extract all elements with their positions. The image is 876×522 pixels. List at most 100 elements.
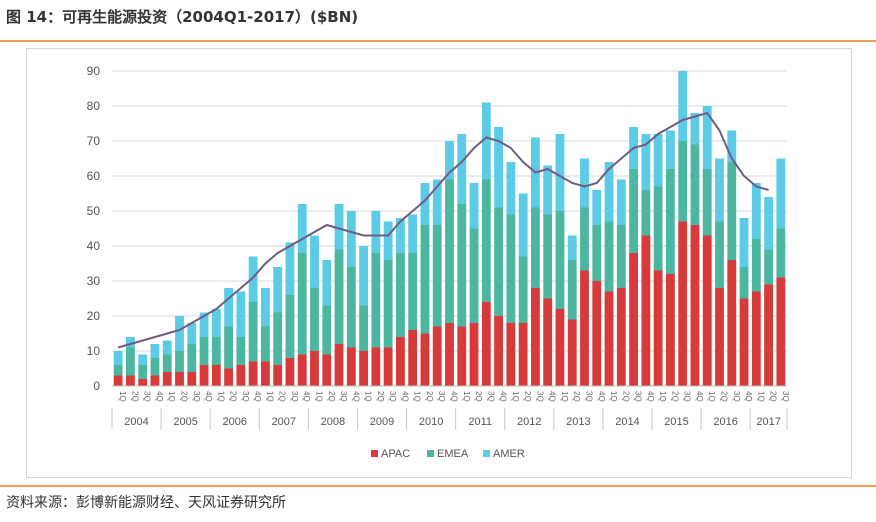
bar-amer	[175, 316, 184, 351]
bar-apac	[260, 361, 270, 386]
bar-emea	[285, 295, 295, 358]
bar-amer	[580, 158, 589, 208]
bar-emea	[678, 141, 688, 222]
bar-amer	[187, 323, 197, 344]
bar-amer	[371, 211, 381, 253]
bar-apac	[616, 288, 626, 386]
x-quarter-label: 1Q	[560, 391, 569, 402]
bar-apac	[518, 323, 528, 386]
chart-frame	[26, 48, 852, 478]
bar-apac	[199, 365, 209, 386]
x-quarter-label: 3Q	[585, 391, 594, 402]
bar-emea	[113, 365, 123, 376]
x-quarter-label: 1Q	[658, 391, 667, 402]
bar-emea	[199, 337, 209, 365]
bar-apac	[310, 351, 319, 386]
x-quarter-label: 1Q	[511, 391, 520, 402]
x-quarter-label: 1Q	[216, 391, 225, 402]
x-year-label: 2011	[468, 416, 492, 428]
x-year-label: 2015	[664, 416, 688, 428]
bar-amer	[383, 221, 393, 260]
bar-emea	[592, 225, 602, 281]
bar-apac	[138, 379, 148, 386]
bar-apac	[629, 253, 639, 386]
bar-apac	[715, 288, 724, 386]
x-quarter-label: 4Q	[204, 391, 213, 402]
x-year-label: 2014	[615, 416, 639, 428]
bar-emea	[138, 365, 148, 379]
legend-swatch-emea	[427, 450, 434, 457]
bar-emea	[494, 207, 504, 316]
bar-apac	[678, 221, 688, 386]
bar-amer	[408, 214, 418, 253]
bar-emea	[359, 305, 369, 351]
bar-emea	[162, 354, 172, 372]
bar-emea	[580, 207, 589, 271]
bar-apac	[592, 281, 602, 386]
y-tick-label: 10	[87, 344, 101, 358]
legend-label-amer: AMER	[493, 448, 525, 460]
bar-emea	[481, 179, 491, 302]
bar-apac	[224, 368, 234, 386]
bar-amer	[162, 340, 172, 355]
x-quarter-label: 2Q	[376, 391, 385, 402]
bar-emea	[432, 225, 442, 327]
x-quarter-label: 3Q	[634, 391, 643, 402]
bar-amer	[248, 256, 258, 302]
bar-apac	[555, 309, 565, 386]
bar-emea	[371, 253, 381, 348]
x-quarter-label: 2Q	[474, 391, 483, 402]
x-quarter-label: 3Q	[781, 391, 790, 402]
bar-amer	[543, 165, 553, 215]
x-quarter-label: 3Q	[732, 391, 741, 402]
bar-emea	[665, 169, 675, 274]
bar-emea	[445, 179, 454, 323]
bar-amer	[395, 218, 405, 253]
bar-amer	[764, 197, 774, 250]
x-quarter-label: 3Q	[683, 391, 692, 402]
bar-emea	[530, 207, 540, 288]
x-quarter-label: 3Q	[486, 391, 495, 402]
x-quarter-label: 1Q	[756, 391, 765, 402]
x-year-label: 2010	[419, 416, 443, 428]
bar-amer	[494, 127, 504, 208]
y-tick-label: 80	[87, 99, 101, 113]
bar-apac	[702, 235, 712, 386]
bar-amer	[420, 183, 430, 225]
bar-emea	[420, 225, 430, 334]
bar-emea	[175, 351, 184, 372]
bar-emea	[702, 169, 712, 236]
bar-emea	[334, 249, 344, 344]
bar-emea	[776, 228, 786, 278]
bar-amer	[359, 246, 369, 306]
bar-amer	[273, 267, 283, 313]
x-quarter-label: 2Q	[130, 391, 139, 402]
bar-emea	[727, 162, 737, 260]
bar-amer	[150, 344, 160, 358]
bar-apac	[359, 351, 369, 386]
x-quarter-label: 2Q	[621, 391, 630, 402]
bar-emea	[751, 239, 761, 292]
bar-emea	[543, 214, 553, 299]
x-year-label: 2008	[321, 416, 345, 428]
y-tick-label: 30	[87, 274, 101, 288]
x-quarter-label: 4Q	[548, 391, 557, 402]
bar-amer	[727, 130, 737, 162]
x-quarter-label: 4Q	[400, 391, 409, 402]
x-quarter-label: 2Q	[425, 391, 434, 402]
y-tick-label: 0	[93, 379, 100, 393]
bar-amer	[739, 218, 749, 267]
bar-apac	[543, 298, 553, 386]
bar-apac	[432, 326, 442, 386]
x-year-label: 2012	[517, 416, 541, 428]
x-quarter-label: 1Q	[462, 391, 471, 402]
x-quarter-label: 4Q	[302, 391, 311, 402]
bar-apac	[334, 344, 344, 386]
x-quarter-label: 2Q	[229, 391, 238, 402]
x-year-label: 2013	[566, 416, 590, 428]
x-quarter-label: 1Q	[707, 391, 716, 402]
x-quarter-label: 2Q	[523, 391, 532, 402]
bar-apac	[273, 365, 283, 386]
bar-amer	[346, 211, 356, 267]
